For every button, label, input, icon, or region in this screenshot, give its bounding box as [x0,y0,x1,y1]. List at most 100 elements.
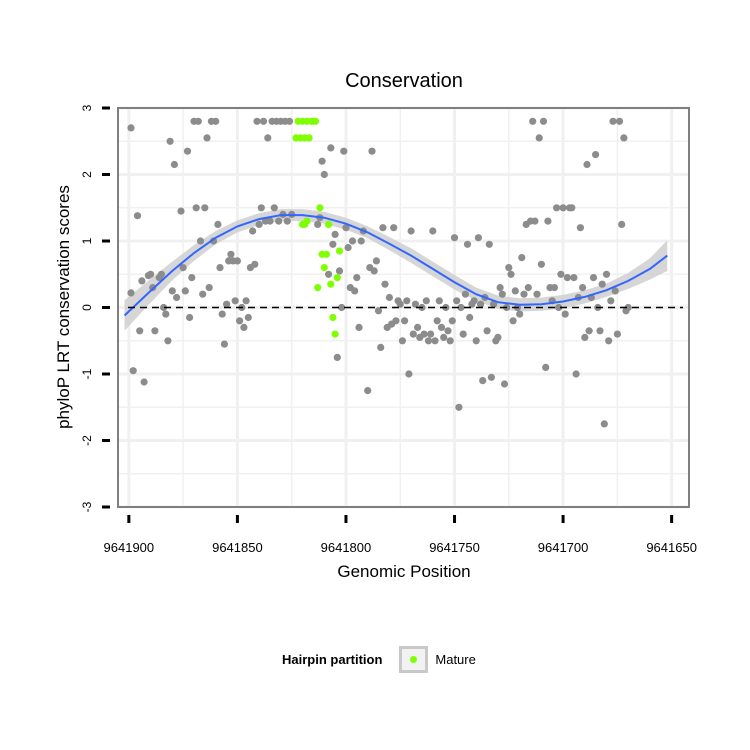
data-point-other [531,217,539,225]
data-point-other [450,234,459,242]
data-point-other [570,274,578,282]
data-point-other [259,117,268,125]
data-point-other [453,297,461,305]
data-point-other [505,264,513,272]
data-point-other [600,420,608,428]
data-point-other [133,212,142,220]
data-point-other [374,307,383,315]
data-point-other [459,330,467,338]
x-tick-label: 9641900 [104,540,155,555]
data-point-mature [327,280,335,288]
data-point-other [557,270,565,278]
data-point-other [138,277,146,285]
data-point-other [325,270,333,278]
data-point-other [220,340,228,348]
data-point-other [283,217,291,225]
data-point-other [559,204,567,212]
data-point-other [448,317,456,325]
data-point-other [266,217,274,225]
data-point-other [509,317,517,325]
x-tick-label: 9641750 [429,540,480,555]
data-point-other [579,284,587,292]
data-point-other [166,137,174,145]
data-point-other [429,227,437,235]
data-point-other [372,257,380,265]
data-point-other [151,327,159,335]
data-point-other [511,287,519,295]
data-point-other [581,333,589,341]
data-point-other [212,117,220,125]
data-point-other [572,370,580,378]
data-point-mature [325,220,333,228]
data-point-other [589,274,598,282]
data-point-other [437,323,446,331]
data-point-other [199,290,207,298]
data-point-other [533,290,541,298]
data-point-other [613,330,622,338]
data-point-other [520,290,528,298]
data-point-other [216,264,224,272]
data-point-other [381,280,389,288]
legend-title: Hairpin partition [282,651,383,667]
data-point-other [353,274,361,282]
data-point-other [173,293,181,302]
data-point-other [507,270,515,278]
data-point-other [479,377,487,385]
data-point-other [379,224,387,232]
legend-label-mature: Mature [435,651,476,667]
data-point-other [420,330,428,338]
legend-dot-mature [410,655,418,663]
data-point-other [405,370,413,378]
data-point-other [340,147,348,155]
data-point-mature [320,264,328,272]
data-point-other [157,270,165,278]
data-point-other [618,220,626,228]
data-point-other [411,300,419,308]
data-point-other [427,330,435,338]
data-point-other [592,151,600,159]
data-point-other [440,333,448,341]
data-point-other [188,274,196,282]
data-point-other [472,337,480,345]
data-point-other [370,267,378,275]
data-point-other [177,207,185,215]
data-point-other [424,337,433,345]
data-point-other [196,237,205,245]
data-point-other [585,327,593,335]
data-point-other [227,250,235,258]
data-point-other [351,287,359,295]
data-point-other [201,204,209,212]
data-point-other [214,220,222,228]
data-point-other [487,373,495,381]
data-point-other [407,227,415,235]
data-point-other [583,160,591,169]
data-point-other [357,237,365,245]
data-point-other [275,217,283,225]
data-point-other [598,280,606,288]
legend-key-mature [399,645,429,673]
data-point-other [470,297,478,305]
data-point-other [596,327,604,335]
x-tick-label: 9641700 [538,540,589,555]
data-point-other [333,353,341,361]
data-point-other [615,117,624,125]
data-point-mature [331,330,339,338]
data-point-other [457,303,465,312]
data-point-other [609,117,617,125]
y-tick-label: 0 [80,304,94,311]
data-point-other [192,204,200,212]
data-point-other [170,160,178,169]
data-point-other [496,284,504,292]
data-point-other [576,224,585,232]
data-point-other [255,220,263,228]
data-point-mature [329,313,337,322]
data-point-mature [303,217,311,225]
data-point-other [403,297,411,305]
data-point-other [498,290,506,298]
data-point-other [181,287,189,295]
data-point-other [251,260,259,268]
data-point-other [409,330,417,338]
data-point-other [136,327,144,335]
data-point-other [485,240,493,248]
data-point-mature [305,134,313,142]
